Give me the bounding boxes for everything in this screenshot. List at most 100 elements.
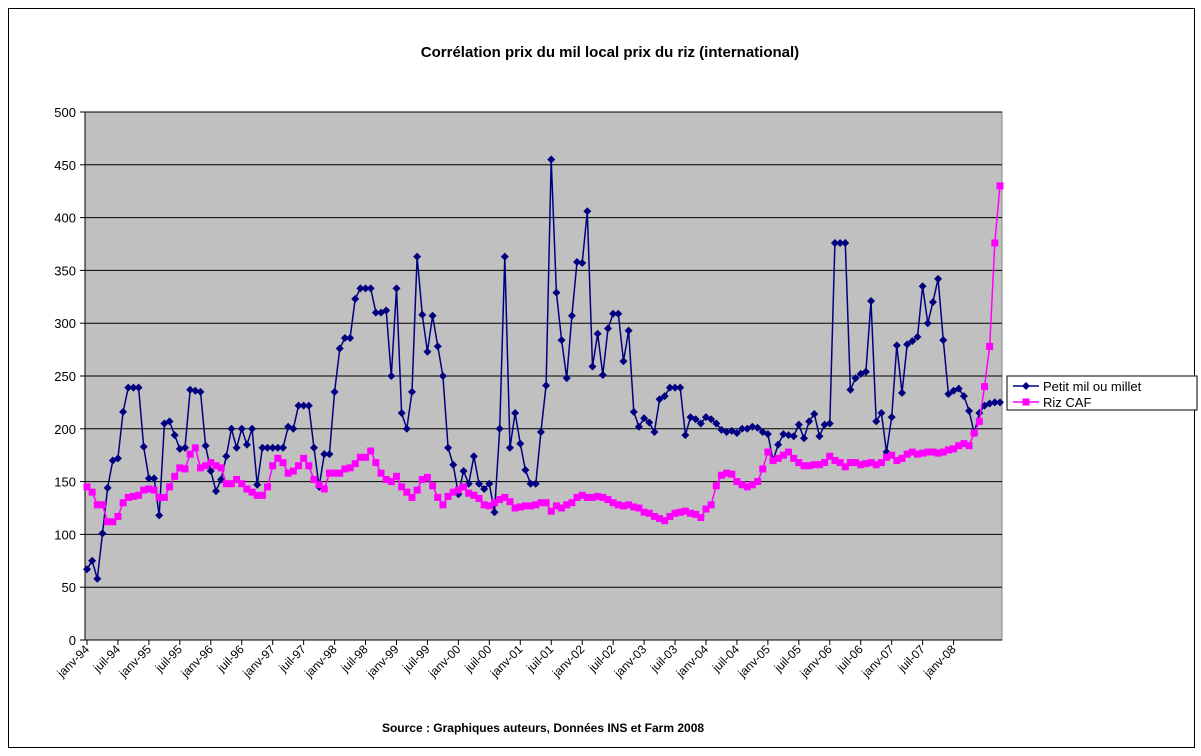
data-point <box>222 452 231 461</box>
data-point <box>815 461 823 469</box>
data-point <box>707 501 715 509</box>
data-point <box>810 410 819 419</box>
data-point <box>960 440 968 448</box>
data-point <box>748 481 756 489</box>
data-point <box>712 482 720 490</box>
data-point <box>738 424 747 433</box>
data-point <box>114 512 122 520</box>
data-point <box>300 454 308 462</box>
data-point <box>552 502 560 510</box>
data-point <box>784 431 793 440</box>
data-point <box>232 443 241 452</box>
data-point <box>656 515 664 523</box>
data-point <box>346 464 354 472</box>
data-point <box>789 432 798 441</box>
data-point <box>753 423 762 432</box>
data-point <box>181 443 190 452</box>
data-point <box>371 308 380 317</box>
data-point <box>733 478 741 486</box>
data-point <box>284 469 292 477</box>
data-point <box>975 417 983 425</box>
data-point <box>542 499 550 507</box>
data-point <box>140 486 148 494</box>
data-point <box>104 518 112 526</box>
data-point <box>93 574 102 583</box>
data-point <box>934 274 943 283</box>
y-tick-label: 0 <box>69 633 76 648</box>
data-point <box>640 508 648 516</box>
data-point <box>578 259 587 268</box>
data-point <box>702 505 710 513</box>
data-point <box>191 386 200 395</box>
data-point <box>810 461 818 469</box>
data-point <box>331 469 339 477</box>
data-point <box>799 434 808 443</box>
data-point <box>98 501 106 509</box>
data-point <box>372 459 380 467</box>
data-point <box>841 238 850 247</box>
data-point <box>743 483 751 491</box>
data-point <box>996 182 1004 190</box>
data-point <box>634 422 643 431</box>
data-point <box>516 439 525 448</box>
data-point <box>196 464 204 472</box>
data-point <box>913 450 921 458</box>
data-point <box>186 385 195 394</box>
data-point <box>619 357 628 366</box>
data-point <box>929 448 937 456</box>
data-point <box>238 480 246 488</box>
data-point <box>299 401 308 410</box>
data-point <box>217 464 225 472</box>
data-point <box>475 479 484 488</box>
data-point <box>547 507 555 515</box>
data-point <box>650 427 659 436</box>
data-point <box>315 481 323 489</box>
data-point <box>892 341 901 350</box>
data-point <box>470 491 478 499</box>
data-point <box>397 408 406 417</box>
data-point <box>950 445 958 453</box>
data-point <box>294 401 303 410</box>
data-point <box>304 401 313 410</box>
data-point <box>166 483 174 491</box>
data-point <box>537 499 545 507</box>
data-point <box>826 452 834 460</box>
data-point <box>263 443 272 452</box>
data-point <box>944 389 953 398</box>
data-point <box>728 470 736 478</box>
data-point <box>258 491 266 499</box>
data-point <box>186 450 194 458</box>
data-point <box>211 487 220 496</box>
data-point <box>418 475 426 483</box>
data-point <box>340 333 349 342</box>
data-point <box>171 472 179 480</box>
data-point <box>676 383 685 392</box>
data-point <box>671 383 680 392</box>
data-point <box>485 479 494 488</box>
data-point <box>289 467 297 475</box>
data-point <box>944 446 952 454</box>
data-point <box>103 483 112 492</box>
data-point <box>196 387 205 396</box>
data-point <box>516 503 524 511</box>
data-point <box>129 383 138 392</box>
data-point <box>501 493 509 501</box>
data-point <box>573 493 581 501</box>
data-point <box>825 419 834 428</box>
data-point <box>212 462 220 470</box>
data-point <box>176 464 184 472</box>
y-tick-label: 250 <box>54 369 76 384</box>
data-point <box>351 294 360 303</box>
data-point <box>423 347 432 356</box>
data-point <box>382 306 391 315</box>
data-point <box>527 502 535 510</box>
data-point <box>563 501 571 509</box>
data-point <box>521 465 530 474</box>
data-point <box>392 472 400 480</box>
data-point <box>583 493 591 501</box>
data-point <box>1022 382 1030 390</box>
data-point <box>366 284 375 293</box>
data-point <box>536 427 545 436</box>
data-point <box>155 511 164 520</box>
data-point <box>872 417 881 426</box>
